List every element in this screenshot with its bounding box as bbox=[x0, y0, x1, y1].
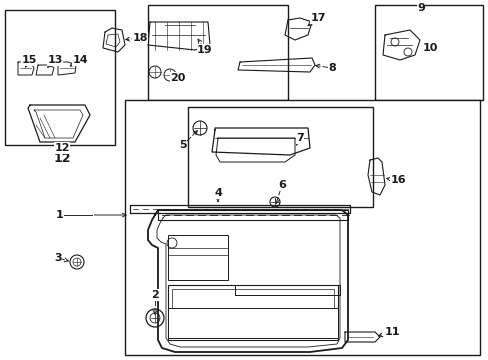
Text: 14: 14 bbox=[72, 55, 88, 65]
Text: 19: 19 bbox=[197, 45, 212, 55]
Bar bbox=[172, 289, 333, 336]
Text: 5: 5 bbox=[179, 140, 186, 150]
Bar bbox=[148, 5, 287, 100]
Text: 2: 2 bbox=[151, 290, 159, 300]
Bar bbox=[168, 285, 337, 340]
Text: 12: 12 bbox=[53, 152, 71, 165]
Text: 18: 18 bbox=[132, 33, 147, 43]
Text: 17: 17 bbox=[309, 13, 325, 23]
Text: 15: 15 bbox=[21, 55, 37, 65]
Text: 9: 9 bbox=[416, 3, 424, 13]
Text: 6: 6 bbox=[278, 180, 285, 190]
Text: 10: 10 bbox=[422, 43, 437, 53]
Bar bbox=[125, 100, 479, 355]
Bar bbox=[168, 308, 337, 338]
Text: 20: 20 bbox=[170, 73, 185, 83]
Text: 12: 12 bbox=[54, 143, 70, 153]
Text: 16: 16 bbox=[389, 175, 405, 185]
Bar bbox=[187, 107, 372, 207]
Text: 11: 11 bbox=[384, 327, 399, 337]
Bar bbox=[168, 235, 227, 280]
Text: 3: 3 bbox=[54, 253, 61, 263]
Bar bbox=[374, 5, 482, 100]
Text: 13: 13 bbox=[47, 55, 62, 65]
Bar bbox=[5, 10, 115, 145]
Text: 1: 1 bbox=[56, 210, 64, 220]
Text: 7: 7 bbox=[296, 133, 303, 143]
Text: 4: 4 bbox=[214, 188, 222, 198]
Text: 8: 8 bbox=[327, 63, 335, 73]
